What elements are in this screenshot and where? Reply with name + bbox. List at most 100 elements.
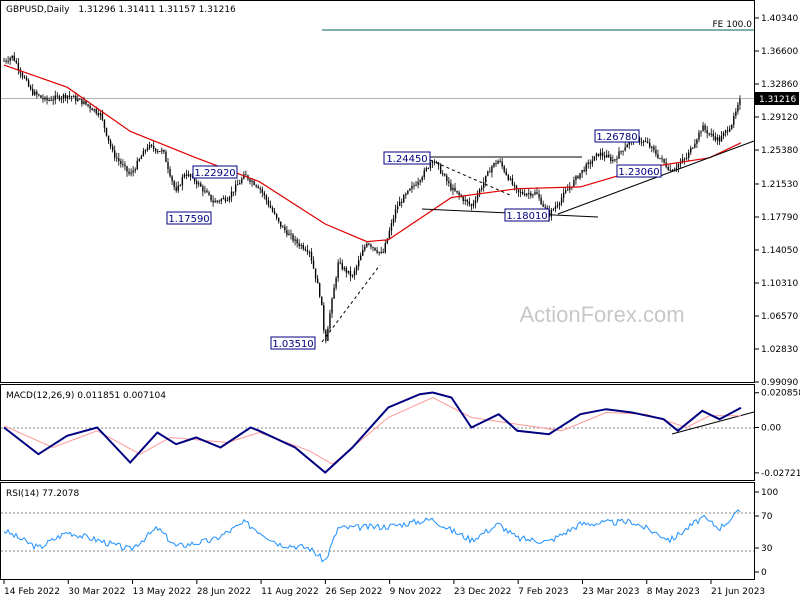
candle-body xyxy=(667,166,669,171)
candle-body xyxy=(171,176,173,182)
candle-body xyxy=(314,268,317,279)
candle-body xyxy=(519,192,522,194)
rsi-tick-label: 30 xyxy=(761,544,773,554)
candles-layer xyxy=(3,52,741,344)
candle-body xyxy=(161,149,163,152)
candle-body xyxy=(610,156,612,162)
candle-body xyxy=(382,251,384,253)
candle-body xyxy=(651,146,653,148)
candle-body xyxy=(89,105,91,109)
candle-body xyxy=(169,169,171,177)
candle-body xyxy=(526,193,528,196)
candle-body xyxy=(259,188,261,190)
candle-body xyxy=(200,183,202,187)
level-label-1-text: 1.03510 xyxy=(272,339,313,350)
macd-tick-label: 0.020858 xyxy=(761,389,800,399)
level-label-3: 1.22920 xyxy=(192,165,238,179)
candle-body xyxy=(554,206,557,210)
candle-body xyxy=(517,189,520,193)
candle-body xyxy=(368,243,370,245)
candle-body xyxy=(454,187,456,191)
macd-tick-label: 0.00 xyxy=(761,424,781,434)
candle-body xyxy=(204,190,206,192)
time-tick-label: 8 May 2023 xyxy=(647,587,700,597)
price-tick-label: 1.17790 xyxy=(761,213,798,223)
candle-body xyxy=(181,177,184,186)
candle-body xyxy=(474,200,477,204)
candle-body xyxy=(452,187,454,191)
price-tick-label: 1.36600 xyxy=(761,47,798,57)
candle-body xyxy=(362,249,364,256)
candle-body xyxy=(509,178,512,180)
candle-body xyxy=(540,197,542,205)
candle-body xyxy=(622,150,624,152)
candle-body xyxy=(688,152,690,158)
candle-body xyxy=(599,152,602,157)
candle-body xyxy=(724,130,727,133)
candle-body xyxy=(560,197,563,204)
price-axis: 1.40340 1.36600 1.32860 1.29120 1.25380 1.215… xyxy=(755,14,798,388)
candle-body xyxy=(491,166,493,173)
candle-body xyxy=(206,190,208,193)
candle-body xyxy=(370,244,372,247)
candle-body xyxy=(499,161,501,163)
candle-body xyxy=(413,185,415,187)
candle-body xyxy=(493,163,495,167)
candle-body xyxy=(275,213,278,218)
candle-body xyxy=(710,133,712,135)
candle-body xyxy=(593,156,596,161)
candle-body xyxy=(253,180,255,185)
macd-signal-line xyxy=(3,396,742,465)
candle-body xyxy=(257,186,259,189)
candle-body xyxy=(583,169,585,172)
candle-body xyxy=(472,203,475,206)
candle-body xyxy=(40,95,42,98)
candle-body xyxy=(32,89,34,95)
candle-body xyxy=(261,189,263,193)
price-tick-label: 1.21530 xyxy=(761,180,798,190)
candle-body xyxy=(417,182,419,185)
candle-body xyxy=(595,153,598,157)
candle-body xyxy=(175,186,177,191)
candle-body xyxy=(251,180,253,182)
candle-body xyxy=(464,199,466,201)
candle-body xyxy=(202,186,204,192)
candle-body xyxy=(731,124,733,129)
candle-body xyxy=(66,95,69,99)
candle-body xyxy=(27,80,30,87)
candle-body xyxy=(79,99,81,101)
candle-body xyxy=(56,95,58,97)
candle-body xyxy=(530,193,532,196)
candle-body xyxy=(70,96,73,98)
candle-body xyxy=(85,101,87,105)
candle-body xyxy=(372,246,374,248)
candle-body xyxy=(282,226,284,228)
price-tick-label: 1.02830 xyxy=(761,345,798,355)
candle-body xyxy=(83,101,85,104)
candle-body xyxy=(386,238,389,244)
candle-body xyxy=(394,209,397,219)
candle-body xyxy=(50,99,52,101)
level-label-4: 1.24450 xyxy=(383,151,431,165)
candle-body xyxy=(351,275,354,277)
candle-body xyxy=(208,192,210,195)
candle-body xyxy=(735,111,737,116)
candle-body xyxy=(333,287,335,299)
candle-body xyxy=(210,194,212,201)
candle-body xyxy=(278,217,280,222)
candle-body xyxy=(380,251,382,253)
candle-body xyxy=(255,184,257,187)
candle-body xyxy=(589,162,591,164)
candle-body xyxy=(23,76,26,78)
candle-body xyxy=(458,192,460,196)
candle-body xyxy=(360,255,362,261)
candle-body xyxy=(696,139,698,144)
candle-body xyxy=(25,77,28,81)
candle-body xyxy=(290,233,292,235)
level-label-1: 1.03510 xyxy=(270,336,316,350)
candle-body xyxy=(407,190,409,194)
candle-body xyxy=(556,205,559,207)
candle-body xyxy=(249,179,251,182)
candle-body xyxy=(690,148,692,153)
rsi-line xyxy=(3,509,741,563)
